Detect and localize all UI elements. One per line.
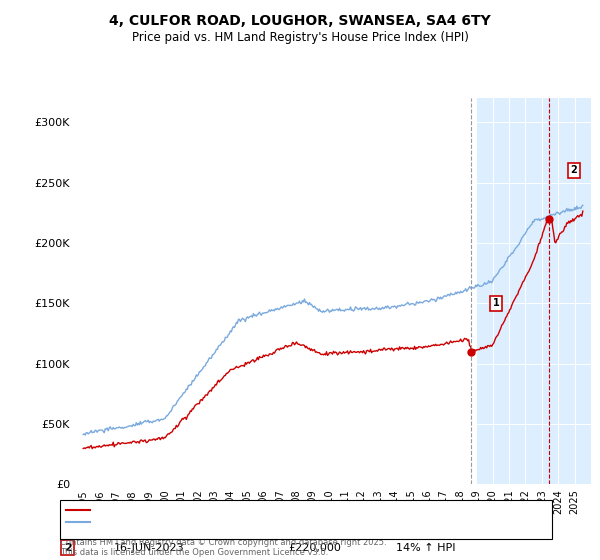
Text: 2: 2 xyxy=(571,165,577,175)
Text: 14% ↑ HPI: 14% ↑ HPI xyxy=(396,543,455,553)
Text: £220,000: £220,000 xyxy=(288,543,341,553)
Text: £110,000: £110,000 xyxy=(288,528,341,538)
Text: 07-SEP-2018: 07-SEP-2018 xyxy=(114,528,185,538)
Bar xyxy=(476,98,600,484)
Text: 1: 1 xyxy=(493,298,499,308)
Text: 2: 2 xyxy=(64,543,71,553)
Text: Price paid vs. HM Land Registry's House Price Index (HPI): Price paid vs. HM Land Registry's House … xyxy=(131,31,469,44)
Text: 16-JUN-2023: 16-JUN-2023 xyxy=(114,543,185,553)
Text: 1: 1 xyxy=(64,528,71,538)
Text: Contains HM Land Registry data © Crown copyright and database right 2025.
This d: Contains HM Land Registry data © Crown c… xyxy=(60,538,386,557)
Text: HPI: Average price, semi-detached house, Swansea: HPI: Average price, semi-detached house,… xyxy=(93,517,361,528)
Text: 4, CULFOR ROAD, LOUGHOR, SWANSEA, SA4 6TY (semi-detached house): 4, CULFOR ROAD, LOUGHOR, SWANSEA, SA4 6T… xyxy=(93,505,472,515)
Text: 4, CULFOR ROAD, LOUGHOR, SWANSEA, SA4 6TY: 4, CULFOR ROAD, LOUGHOR, SWANSEA, SA4 6T… xyxy=(109,14,491,28)
Text: 26% ↓ HPI: 26% ↓ HPI xyxy=(396,528,455,538)
